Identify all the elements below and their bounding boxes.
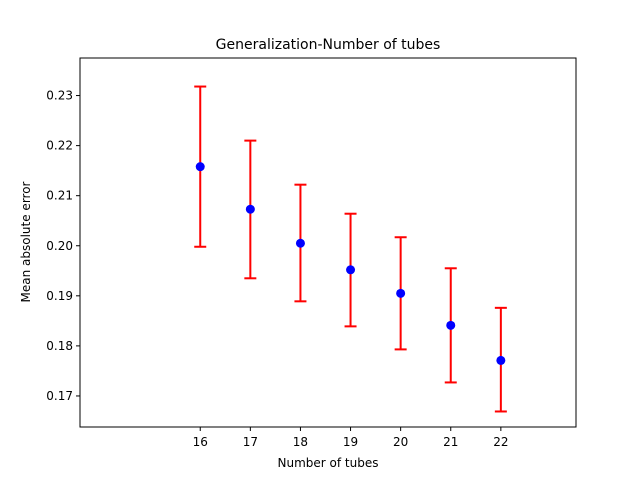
- y-tick-label: 0.17: [46, 389, 73, 403]
- x-tick-label: 22: [493, 435, 508, 449]
- y-tick-label: 0.18: [46, 339, 73, 353]
- x-axis-label: Number of tubes: [278, 456, 379, 470]
- data-point: [496, 355, 506, 365]
- data-point: [346, 265, 356, 275]
- plot-area: 16 17 18 19 20 21 22 0.17 0.18 0.19 0.20 0.21 0.22 0.…: [46, 57, 577, 449]
- y-tick-label: 0.23: [46, 89, 73, 103]
- data-point: [245, 204, 255, 214]
- data-point: [396, 288, 406, 298]
- y-tick-label: 0.21: [46, 189, 73, 203]
- plot-frame: [79, 57, 577, 428]
- x-tick-label: 17: [243, 435, 258, 449]
- x-tick-label: 16: [193, 435, 208, 449]
- y-axis-label: Mean absolute error: [19, 181, 33, 302]
- y-tick-label: 0.19: [46, 289, 73, 303]
- data-point: [295, 238, 305, 248]
- x-tick-label: 20: [393, 435, 408, 449]
- x-tick-label: 18: [293, 435, 308, 449]
- x-tick-label: 19: [343, 435, 358, 449]
- data-point: [446, 320, 456, 330]
- y-tick-label: 0.22: [46, 139, 73, 153]
- x-tick-label: 21: [443, 435, 458, 449]
- data-point: [195, 162, 205, 172]
- y-tick-label: 0.20: [46, 239, 73, 253]
- chart-title: Generalization-Number of tubes: [216, 37, 441, 53]
